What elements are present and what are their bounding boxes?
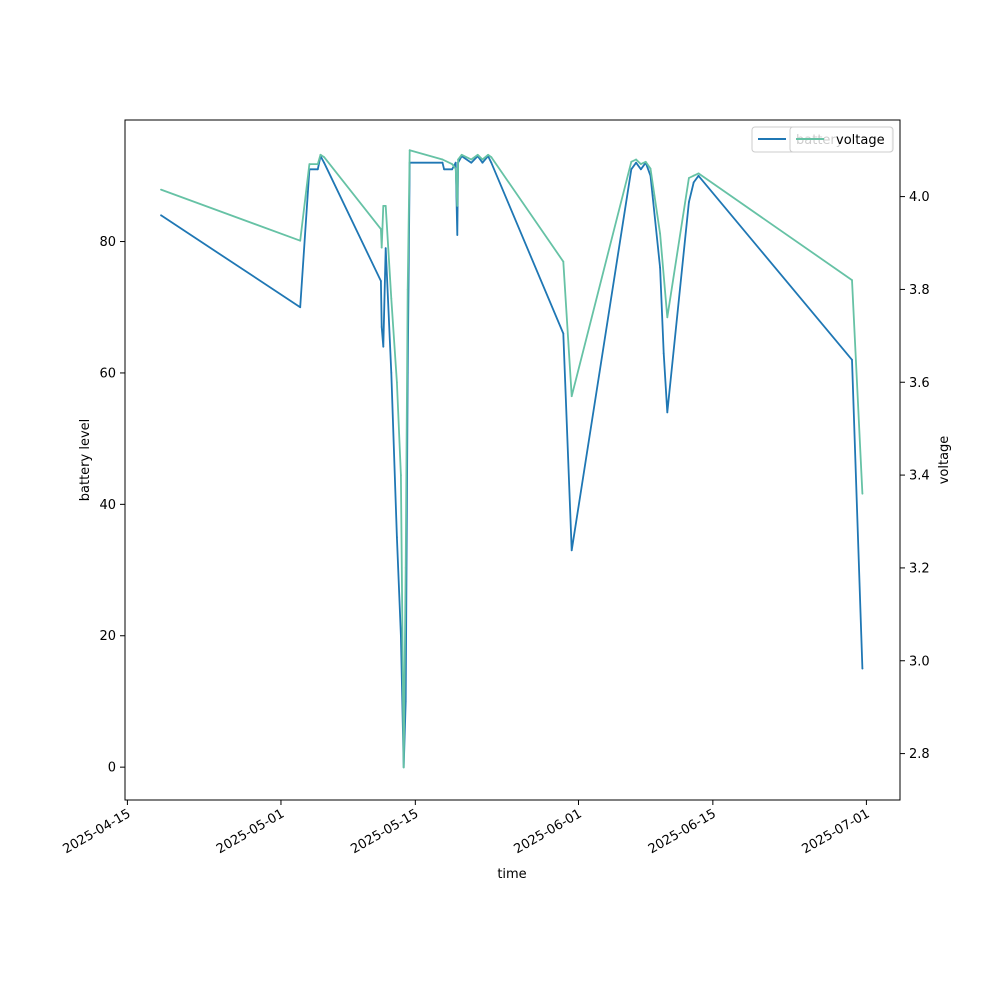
data-point-battery-7 — [380, 326, 383, 328]
right-y-tick-label: 4.0 — [909, 190, 930, 205]
data-point-voltage-26 — [487, 153, 489, 156]
data-point-voltage-17 — [441, 158, 444, 161]
right-y-tick-label: 2.8 — [909, 747, 930, 762]
data-point-battery-40 — [692, 181, 695, 184]
data-point-voltage-3 — [316, 163, 319, 166]
data-point-voltage-39 — [697, 172, 700, 175]
data-point-voltage-31 — [635, 158, 637, 161]
right-y-axis-title: voltage — [937, 436, 952, 485]
data-point-battery-33 — [640, 168, 642, 171]
right-y-tick-label: 3.4 — [909, 469, 930, 484]
data-point-voltage-28 — [562, 260, 565, 263]
data-point-voltage-11 — [396, 381, 398, 384]
plot-frame — [124, 119, 901, 801]
right-y-tick-label: 3.6 — [909, 376, 930, 391]
data-point-voltage-32 — [640, 163, 642, 166]
data-point-battery-38 — [666, 411, 669, 414]
data-point-voltage-14 — [404, 567, 407, 569]
legend-voltage: voltage — [789, 126, 894, 153]
data-point-battery-12 — [400, 634, 402, 637]
data-point-battery-0 — [160, 214, 162, 217]
right-y-axis: 2.8 3.0 3.2 3.4 3.6 3.8 4.0 — [900, 190, 930, 762]
data-point-voltage-33 — [644, 160, 647, 163]
data-point-battery-42 — [851, 358, 853, 361]
data-point-battery-6 — [380, 280, 382, 282]
data-point-battery-21 — [456, 234, 459, 236]
data-point-voltage-27 — [490, 156, 493, 159]
data-point-voltage-12 — [400, 474, 402, 476]
x-axis-title: time — [497, 867, 526, 882]
data-point-battery-41 — [697, 174, 700, 177]
data-point-battery-37 — [662, 352, 665, 355]
series-layer — [160, 149, 864, 769]
data-point-battery-28 — [490, 161, 493, 164]
data-point-battery-20 — [454, 161, 457, 164]
left-y-axis-title: battery level — [78, 419, 93, 502]
data-point-voltage-0 — [160, 188, 162, 191]
data-point-voltage-19 — [454, 167, 457, 170]
left-y-tick-label: 80 — [99, 235, 116, 250]
left-y-axis: 0 20 40 60 80 — [99, 235, 125, 776]
data-point-voltage-38 — [692, 174, 695, 177]
data-point-voltage-37 — [688, 177, 690, 179]
data-point-voltage-35 — [659, 232, 661, 235]
data-point-battery-30 — [570, 549, 573, 552]
data-point-voltage-8 — [382, 205, 385, 207]
data-point-battery-8 — [382, 345, 385, 348]
data-point-voltage-20 — [456, 205, 459, 207]
left-y-tick-label: 0 — [108, 761, 116, 776]
data-point-voltage-25 — [481, 158, 484, 161]
data-point-battery-36 — [659, 266, 661, 269]
data-point-voltage-41 — [861, 492, 864, 495]
data-point-battery-18 — [443, 168, 445, 171]
data-point-battery-39 — [688, 201, 690, 204]
data-point-battery-3 — [316, 168, 319, 171]
series-line-voltage — [160, 149, 864, 769]
data-point-voltage-2 — [308, 163, 311, 166]
data-point-battery-19 — [451, 168, 453, 171]
data-point-battery-24 — [470, 161, 473, 164]
data-point-voltage-18 — [451, 163, 453, 166]
data-point-voltage-36 — [666, 316, 669, 319]
left-y-tick-label: 60 — [99, 366, 116, 381]
data-point-battery-10 — [390, 372, 393, 374]
left-y-tick-label: 20 — [99, 629, 116, 644]
data-point-voltage-10 — [390, 297, 393, 300]
data-point-voltage-5 — [323, 156, 325, 159]
data-point-voltage-34 — [649, 167, 652, 170]
data-point-battery-5 — [323, 161, 325, 164]
data-point-battery-32 — [635, 161, 637, 164]
data-point-voltage-24 — [476, 153, 479, 156]
data-point-battery-17 — [441, 161, 444, 164]
right-y-tick-label: 3.0 — [909, 654, 930, 669]
data-point-battery-31 — [630, 168, 633, 171]
data-point-battery-43 — [861, 667, 864, 670]
right-y-tick-label: 3.2 — [909, 561, 930, 576]
data-point-voltage-15 — [406, 288, 409, 291]
data-point-voltage-4 — [319, 153, 322, 156]
data-point-voltage-22 — [460, 153, 463, 156]
data-point-voltage-9 — [384, 205, 387, 207]
data-point-voltage-13 — [402, 766, 405, 769]
data-point-battery-29 — [562, 332, 565, 335]
data-point-voltage-16 — [408, 149, 411, 152]
left-y-tick-label: 40 — [99, 498, 116, 513]
data-point-voltage-1 — [299, 239, 302, 242]
data-point-battery-26 — [481, 161, 484, 164]
data-point-voltage-7 — [380, 246, 383, 249]
data-point-voltage-40 — [851, 279, 853, 281]
data-point-battery-11 — [396, 536, 398, 539]
data-point-voltage-29 — [570, 395, 573, 398]
data-point-voltage-6 — [380, 228, 382, 231]
data-point-voltage-23 — [470, 158, 473, 161]
data-point-voltage-30 — [630, 160, 633, 163]
right-y-tick-label: 3.8 — [909, 283, 930, 298]
data-point-voltage-21 — [457, 158, 459, 161]
legend-voltage-box — [789, 126, 894, 153]
legend-voltage-label: voltage — [836, 133, 885, 148]
data-point-battery-9 — [384, 247, 387, 250]
data-point-battery-1 — [299, 306, 302, 309]
